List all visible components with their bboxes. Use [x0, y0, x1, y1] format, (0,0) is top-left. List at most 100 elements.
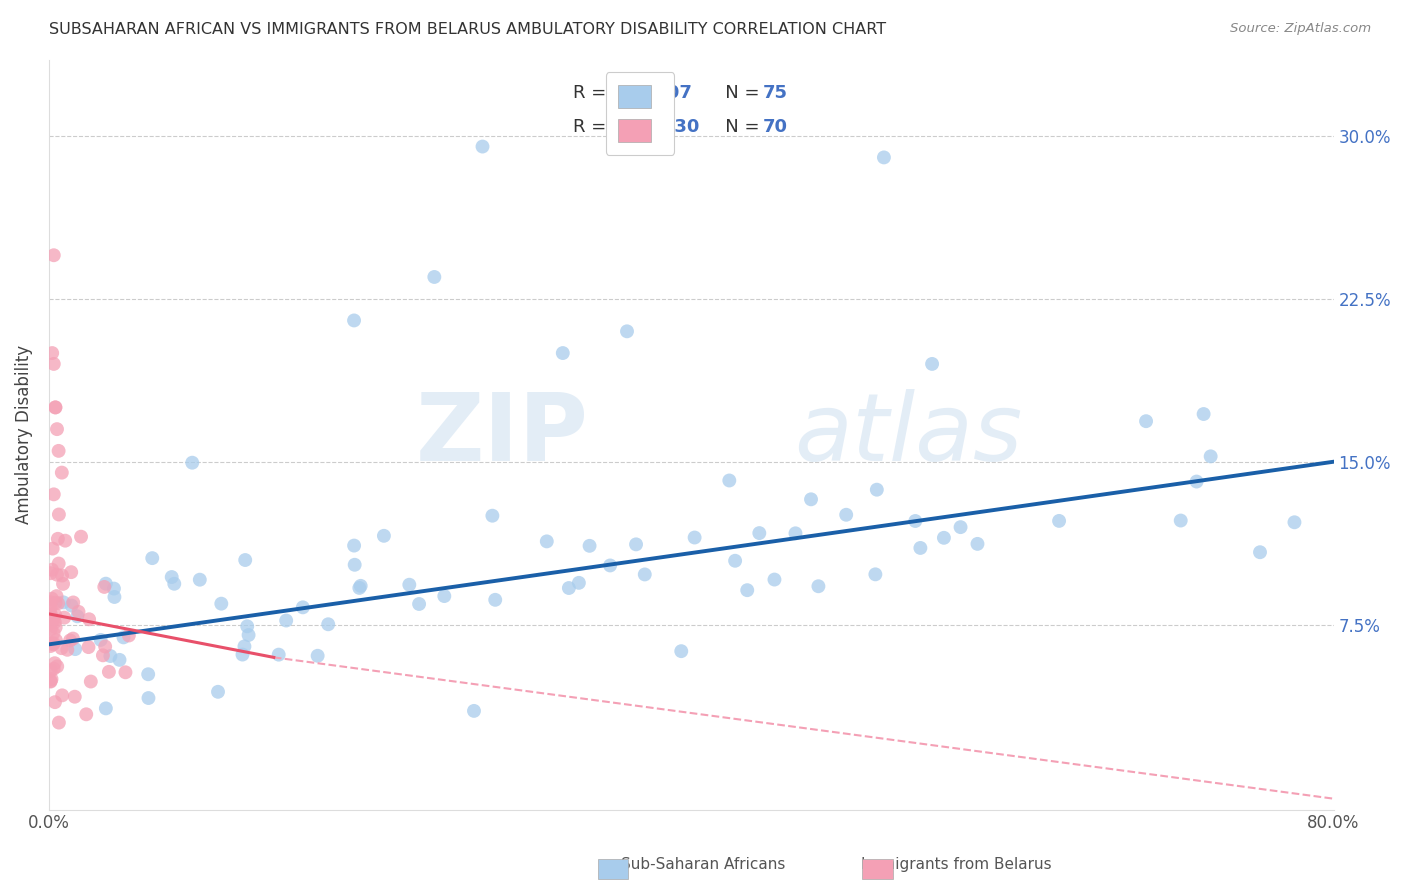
Point [103, 582, 125, 596]
Point [349, 581, 371, 595]
Point [276, 614, 298, 628]
Point [1047, 514, 1070, 528]
Point [41, 541, 63, 556]
Point [136, 667, 159, 681]
Point [39, 664, 62, 678]
Point [408, 597, 430, 611]
Point [1135, 414, 1157, 428]
Point [536, 534, 558, 549]
Point [316, 617, 339, 632]
Text: SUBSAHARAN AFRICAN VS IMMIGRANTS FROM BELARUS AMBULATORY DISABILITY CORRELATION : SUBSAHARAN AFRICAN VS IMMIGRANTS FROM BE… [49, 22, 886, 37]
Point [118, 628, 141, 642]
Point [91, 648, 114, 663]
Point [42, 357, 65, 371]
Point [42, 487, 65, 501]
Point [209, 597, 232, 611]
Point [599, 558, 621, 573]
Point [70, 530, 93, 544]
Point [291, 600, 314, 615]
Point [481, 508, 503, 523]
Text: R =: R = [574, 85, 617, 103]
Point [48, 443, 70, 458]
Point [41, 636, 63, 650]
Point [39, 673, 62, 688]
Point [616, 324, 638, 338]
Text: Sub-Saharan Africans: Sub-Saharan Africans [621, 857, 785, 872]
Point [873, 150, 896, 164]
Point [44, 695, 66, 709]
Point [1199, 450, 1222, 464]
Point [800, 492, 823, 507]
Point [41, 591, 63, 606]
Point [46, 422, 69, 436]
Point [46, 532, 69, 546]
Point [578, 539, 600, 553]
Point [94, 701, 117, 715]
Point [66, 609, 89, 624]
Point [471, 139, 494, 153]
Point [558, 581, 581, 595]
Point [108, 653, 131, 667]
Point [48, 508, 70, 522]
Point [39, 607, 62, 622]
Point [624, 537, 647, 551]
Point [60, 565, 83, 579]
Point [807, 579, 830, 593]
Point [46, 659, 69, 673]
Point [233, 553, 256, 567]
Point [97, 665, 120, 679]
Point [910, 541, 932, 555]
Point [114, 665, 136, 680]
Point [45, 620, 67, 634]
Point [188, 573, 211, 587]
Point [423, 270, 446, 285]
Point [932, 531, 955, 545]
Point [42, 637, 65, 651]
Point [39, 600, 62, 615]
Point [45, 589, 67, 603]
Point [865, 567, 887, 582]
Point [51, 689, 73, 703]
Point [39, 614, 62, 628]
Point [735, 583, 758, 598]
Point [39, 622, 62, 636]
Text: ZIP: ZIP [416, 389, 589, 481]
Point [80, 674, 103, 689]
Text: 70: 70 [763, 118, 789, 136]
Point [231, 648, 253, 662]
Point [484, 592, 506, 607]
Point [62, 595, 84, 609]
Point [63, 690, 86, 704]
Point [41, 563, 63, 577]
Point [39, 639, 62, 653]
Point [53, 610, 76, 624]
Point [90, 632, 112, 647]
Point [343, 558, 366, 572]
Point [1170, 514, 1192, 528]
Point [94, 640, 117, 654]
Point [966, 537, 988, 551]
Point [45, 596, 67, 610]
Point [77, 612, 100, 626]
Point [44, 615, 66, 629]
Point [51, 641, 73, 656]
Point [904, 514, 927, 528]
Point [921, 357, 943, 371]
Point [163, 576, 186, 591]
Point [1284, 516, 1306, 530]
Point [463, 704, 485, 718]
Text: N =: N = [709, 118, 765, 136]
Point [949, 520, 972, 534]
Point [93, 580, 115, 594]
Y-axis label: Ambulatory Disability: Ambulatory Disability [15, 345, 32, 524]
Point [671, 644, 693, 658]
Point [866, 483, 889, 497]
Point [44, 401, 66, 415]
Point [42, 636, 65, 650]
Point [41, 672, 63, 686]
Point [138, 691, 160, 706]
Point [763, 573, 786, 587]
Point [56, 642, 79, 657]
Point [44, 401, 66, 415]
Point [233, 640, 256, 654]
